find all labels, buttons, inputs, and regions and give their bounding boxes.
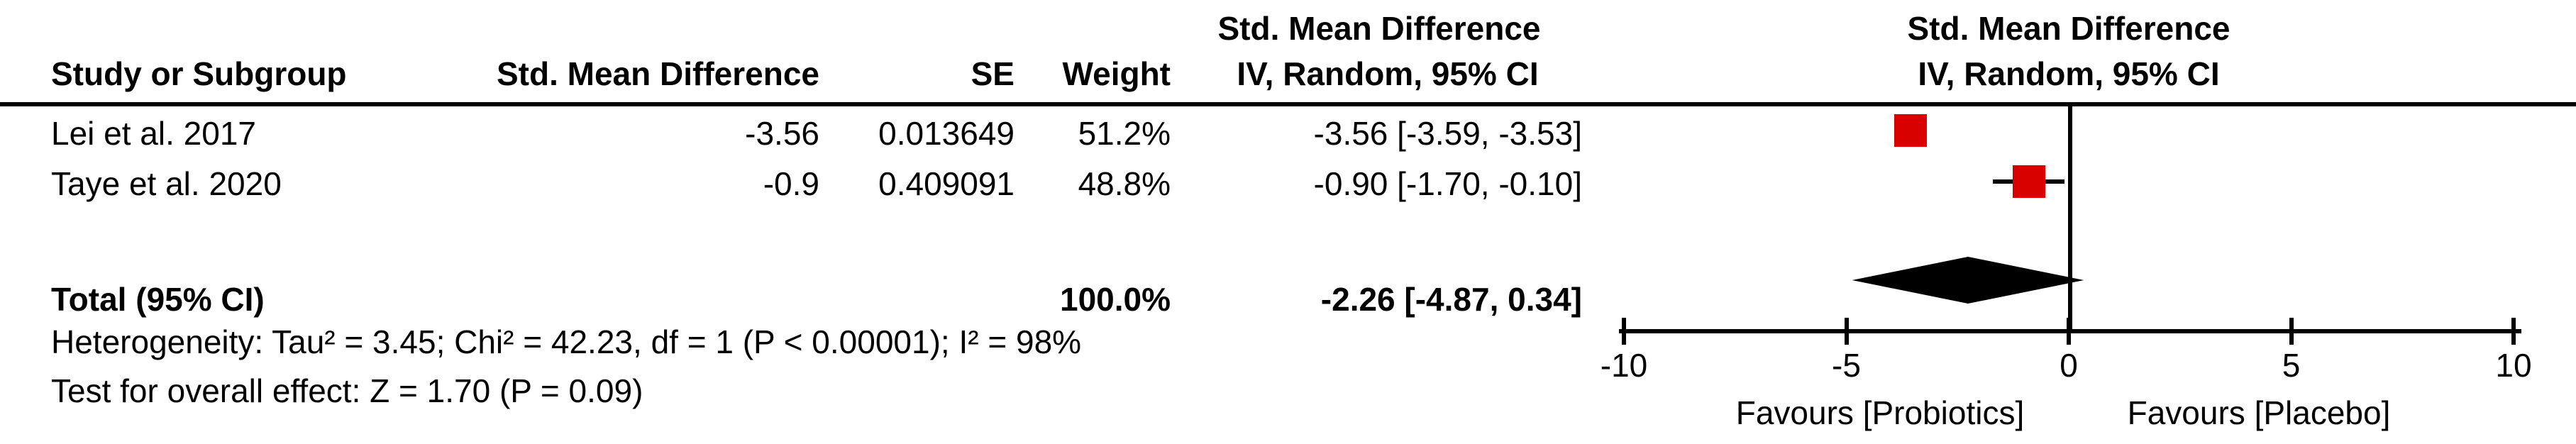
column-header-ci: IV, Random, 95% CI [1237,55,1539,92]
heterogeneity-stats: Heterogeneity: Tau² = 3.45; Chi² = 42.23… [51,323,1082,360]
table-smd-group-header: Std. Mean Difference [1217,10,1541,47]
study-weight-value: 48.8% [1078,165,1171,202]
zero-effect-line [2068,106,2072,329]
study-point-marker [2012,165,2045,198]
axis-label-favours-left: Favours [Probiotics] [1735,394,2025,431]
column-header-weight: Weight [1062,55,1171,92]
axis-tick [2511,318,2516,345]
study-ci-text: -3.56 [-3.59, -3.53] [1313,115,1582,152]
column-header-se: SE [971,55,1015,92]
study-se-value: 0.013649 [878,115,1015,152]
total-ci-text: -2.26 [-4.87, 0.34] [1320,281,1582,318]
axis-tick [1844,318,1849,345]
overall-effect-stats: Test for overall effect: Z = 1.70 (P = 0… [51,372,643,409]
study-label: Taye et al. 2020 [51,165,282,202]
axis-tick-label: -10 [1600,347,1648,384]
axis-tick [2067,318,2071,345]
axis-tick [1622,318,1626,345]
header-divider-line [0,102,2576,106]
column-header-study: Study or Subgroup [51,55,347,92]
axis-tick-label: 0 [2060,347,2078,384]
axis-tick-label: 10 [2495,347,2532,384]
plot-header-model: IV, Random, 95% CI [1918,55,2220,92]
study-weight-value: 51.2% [1078,115,1171,152]
study-point-marker [1894,114,1927,147]
axis-label-favours-right: Favours [Placebo] [2127,394,2391,431]
study-smd-value: -0.9 [763,165,819,202]
total-weight-value: 100.0% [1059,281,1171,318]
axis-tick-label: 5 [2282,347,2301,384]
axis-tick [2289,318,2294,345]
total-diamond [1852,257,2084,304]
total-label: Total (95% CI) [51,281,265,318]
plot-header-effect-measure: Std. Mean Difference [1907,10,2230,47]
study-se-value: 0.409091 [878,165,1015,202]
axis-tick-label: -5 [1832,347,1861,384]
study-ci-text: -0.90 [-1.70, -0.10] [1313,165,1582,202]
column-header-smd: Std. Mean Difference [497,55,819,92]
study-label: Lei et al. 2017 [51,115,257,152]
study-smd-value: -3.56 [745,115,819,152]
